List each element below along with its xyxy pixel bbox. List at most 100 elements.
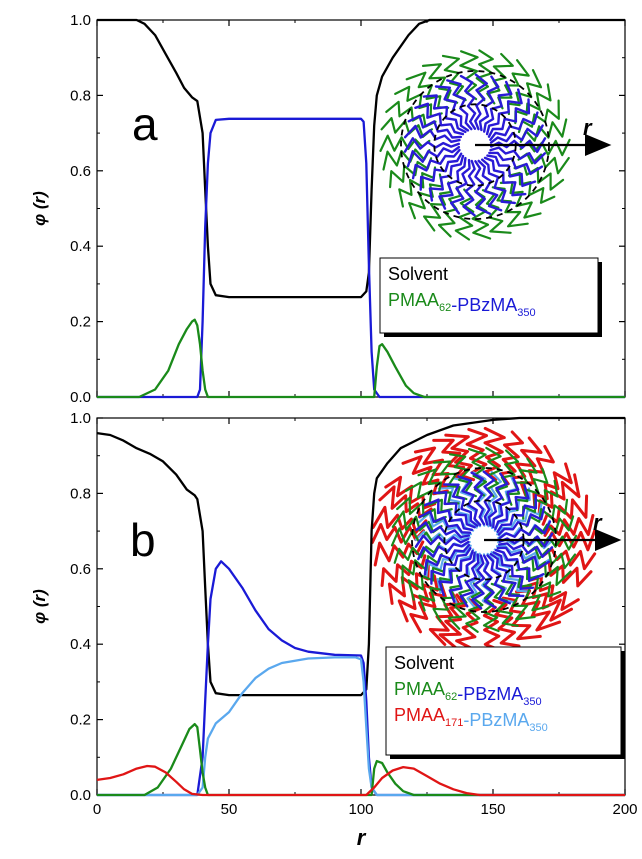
- legend-entry: PMAA171-PBzMA350: [394, 705, 548, 734]
- series-line: [96, 764, 625, 797]
- micelle-schematic: r: [379, 49, 612, 241]
- micelle-chain-blue: [423, 498, 474, 531]
- micelle-chain-green: [525, 498, 569, 528]
- legend: Solvent PMAA62-PBzMA350: [379, 257, 602, 337]
- micelle-chain-lightblue: [485, 470, 502, 528]
- legend-entry-part: -PBzMA: [463, 710, 529, 730]
- legend-entry-part: PMAA: [388, 290, 439, 310]
- micelle-chain-green: [508, 171, 556, 204]
- micelle-chain-blue: [498, 542, 554, 558]
- micelle-chain-blue: [418, 510, 472, 534]
- micelle-chain-blue: [407, 114, 463, 139]
- legend-entry: Solvent: [394, 653, 454, 673]
- micelle-chain-blue: [489, 124, 544, 144]
- micelle-chain-lightblue: [425, 544, 472, 578]
- micelle-chain-green: [508, 575, 549, 612]
- micelle-schematic: r: [370, 426, 622, 653]
- micelle-chain-green: [389, 157, 433, 189]
- micelle-chain-red: [378, 485, 433, 519]
- x-tick-label: 0: [93, 801, 101, 818]
- legend-entry-part: 350: [529, 722, 547, 734]
- micelle-chain-green: [390, 527, 441, 547]
- micelle-chain-blue: [462, 159, 476, 217]
- micelle-chain-green: [519, 118, 568, 143]
- micelle-chain-blue: [423, 543, 471, 576]
- y-tick-label: 0.6: [70, 561, 91, 578]
- legend-entry-part: -PBzMA: [451, 295, 517, 315]
- series-line: [96, 416, 625, 697]
- micelle-chain-green: [405, 71, 450, 109]
- micelle-chain-blue: [438, 156, 467, 210]
- micelle-chain-green: [521, 556, 572, 587]
- legend-entry-part: Solvent: [394, 653, 454, 673]
- micelle-chain-blue: [406, 145, 461, 168]
- x-axis-label: r: [357, 825, 367, 850]
- micelle-chain-red: [401, 455, 449, 496]
- series-line: [97, 722, 625, 797]
- x-tick-label: 50: [221, 801, 238, 818]
- micelle-chain-green: [432, 574, 462, 623]
- micelle-chain-blue: [433, 491, 476, 529]
- micelle-chain-red: [413, 446, 458, 489]
- micelle-chain-blue: [497, 506, 546, 536]
- micelle-chain-blue: [470, 471, 486, 526]
- micelle-chain-blue: [487, 472, 509, 527]
- micelle-chain-blue: [477, 159, 503, 212]
- micelle-chain-blue: [457, 475, 482, 526]
- x-tick-label: 200: [612, 801, 637, 818]
- series-line: [97, 656, 625, 797]
- micelle-chain-blue: [443, 483, 479, 527]
- micelle-chain-green: [385, 100, 437, 128]
- micelle-chain-red: [528, 575, 580, 611]
- micelle-chain-green: [475, 49, 494, 102]
- panel-a: 0.0 0.2 0.4 0.6 0.8 1.0 φ (r) a r Solvent PMAA62-P…: [30, 12, 626, 406]
- micelle-chain-blue: [403, 137, 460, 153]
- legend-entry-part: 350: [517, 307, 535, 319]
- series-line: [97, 18, 625, 299]
- micelle-chain-green: [500, 579, 536, 621]
- micelle-chain-lightblue: [466, 552, 483, 609]
- micelle-chain-green: [417, 468, 460, 505]
- micelle-chain-blue: [430, 547, 472, 585]
- radius-label: r: [593, 510, 603, 535]
- micelle-chain-green: [485, 446, 502, 498]
- micelle-chain-red: [465, 427, 488, 481]
- micelle-chain-green: [527, 515, 575, 536]
- legend-entry-part: 171: [445, 717, 463, 729]
- micelle-chain-blue: [403, 124, 461, 143]
- micelle-chain-blue: [481, 158, 516, 205]
- micelle-chain-green: [517, 99, 560, 134]
- micelle-chain-green: [449, 453, 477, 498]
- micelle-chain-blue: [489, 553, 525, 598]
- legend-entry: PMAA62-PBzMA350: [388, 290, 536, 319]
- legend-entry-part: 350: [523, 696, 541, 708]
- micelle-chain-red: [541, 547, 597, 571]
- series-line: [97, 318, 625, 399]
- micelle-chain-blue: [483, 156, 527, 197]
- micelle-chain-blue: [471, 554, 486, 610]
- micelle-chain-blue: [459, 553, 480, 608]
- micelle-chain-blue: [414, 534, 470, 548]
- micelle-chain-green: [454, 188, 475, 241]
- micelle-chain-blue: [498, 520, 552, 540]
- micelle-chain-green: [394, 85, 443, 118]
- legend-entry-part: 62: [445, 691, 457, 703]
- micelle-chain-blue: [449, 158, 471, 215]
- micelle-chain-blue: [492, 477, 520, 529]
- series-line: [97, 560, 625, 797]
- micelle-chain-green: [432, 460, 468, 501]
- micelle-chain-green: [506, 69, 543, 116]
- y-tick-label: 1.0: [70, 410, 91, 427]
- micelle-chain-blue: [411, 148, 461, 180]
- micelle-chain-green: [499, 181, 542, 219]
- micelle-chain-blue: [428, 154, 465, 202]
- y-tick-label: 0.4: [70, 636, 91, 653]
- micelle-chain-red: [432, 438, 470, 483]
- micelle-chain-green: [407, 561, 447, 601]
- y-tick-label: 1.0: [70, 12, 91, 29]
- legend-box: [379, 257, 599, 334]
- micelle-chain-blue: [478, 75, 500, 132]
- series-line: [97, 117, 625, 399]
- micelle-chain-blue: [474, 160, 492, 215]
